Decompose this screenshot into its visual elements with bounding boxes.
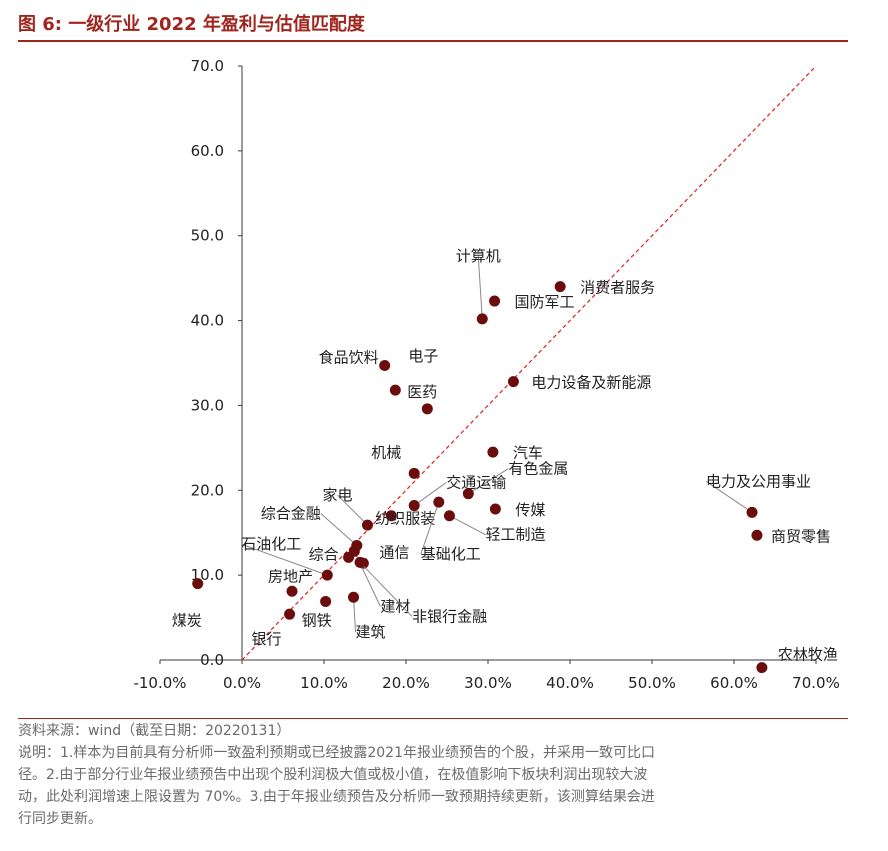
point-label: 轻工制造: [485, 526, 545, 544]
note-line-1: 说明：1.样本为目前具有分析师一致盈利预期或已经披露2021年报业绩预告的个股，…: [18, 745, 655, 761]
leader-line: [337, 494, 368, 526]
leader-line: [241, 543, 328, 576]
point-label: 汽车: [513, 444, 543, 462]
point-label: 交通运输: [446, 474, 506, 492]
y-tick-label: 0.0: [200, 651, 224, 669]
leader-line: [359, 562, 413, 617]
data-point: [389, 384, 401, 396]
point-label: 电子: [408, 347, 438, 365]
figure-title: 图 6: 一级行业 2022 年盈利与估值匹配度: [18, 14, 365, 35]
point-label: 医药: [407, 383, 437, 401]
point-label: 计算机: [456, 247, 501, 265]
y-tick-label: 60.0: [191, 142, 224, 160]
leader-line: [320, 513, 358, 546]
chart-svg: 0.010.020.030.040.050.060.070.0-10.0% 0.0…: [133, 57, 840, 692]
x-tick-label: 30.0%: [464, 674, 512, 692]
x-tick-label: 10.0%: [300, 674, 348, 692]
data-point: [284, 608, 296, 620]
data-point: [286, 585, 298, 597]
data-point: [433, 496, 445, 508]
data-point: [476, 313, 488, 325]
data-point: [462, 488, 474, 500]
data-point: [746, 506, 758, 518]
data-point: [348, 591, 360, 603]
leader-line: [420, 502, 440, 555]
point-label: 家电: [322, 486, 352, 504]
point-label: 石油化工: [241, 535, 301, 553]
data-point: [489, 503, 501, 515]
point-label: 农林牧渔: [778, 646, 838, 664]
point-label: 建材: [380, 597, 410, 615]
x-tick-label: 50.0%: [628, 674, 676, 692]
source-rule: [18, 718, 848, 719]
data-point: [354, 556, 366, 568]
point-label: 综合金融: [261, 504, 321, 522]
data-point: [348, 545, 360, 557]
point-label: 消费者服务: [580, 279, 655, 297]
point-label: 有色金属: [508, 460, 568, 478]
y-tick-label: 70.0: [191, 57, 224, 75]
point-label: 基础化工: [421, 545, 481, 563]
data-point: [379, 360, 391, 372]
scatter-chart: 0.0 10.0 20.0 30.0 40.0 50.0 60.0 70.0 -10.0% 0.0…: [18, 50, 848, 710]
point-label: 机械: [371, 443, 401, 461]
leader-line: [353, 597, 357, 633]
leader-line: [468, 468, 509, 495]
x-tick-label: 0.0%: [223, 674, 261, 692]
point-label: 食品饮料: [319, 349, 379, 367]
data-point: [756, 662, 768, 674]
point-label: 银行: [252, 630, 282, 648]
data-point: [192, 578, 204, 590]
y-tick-label: 40.0: [191, 312, 224, 330]
x-tick-label: -10.0%: [133, 674, 186, 692]
data-point: [554, 281, 566, 293]
point-label: 非银行金融: [412, 607, 487, 625]
data-point: [489, 295, 501, 307]
x-tick-label: 40.0%: [546, 674, 594, 692]
point-label: 电力设备及新能源: [531, 374, 651, 392]
leader-line: [705, 480, 753, 513]
point-label: 通信: [379, 543, 409, 561]
point-label: 纺织服装: [375, 510, 435, 528]
data-point: [320, 595, 332, 607]
leader-line: [449, 515, 486, 536]
point-label: 国防军工: [515, 293, 575, 311]
note-line-3: 动，此处利润增速上限设置为 70%。3.由于年报业绩预告及分析师一致预期持续更新…: [18, 789, 655, 805]
note-line-2: 径。2.由于部分行业年报业绩预告中出现个股利润极大值或极小值，在极值影响下板块利…: [18, 767, 648, 783]
note-line-4: 行同步更新。: [18, 811, 102, 827]
leader-line: [477, 255, 483, 319]
y-tick-label: 30.0: [191, 396, 224, 414]
y-tick-label: 50.0: [191, 227, 224, 245]
data-point: [385, 510, 397, 522]
data-point: [361, 519, 373, 531]
data-point: [408, 500, 420, 512]
point-label: 电力及公用事业: [706, 472, 811, 490]
data-point: [751, 529, 763, 541]
data-point: [408, 467, 420, 479]
data-point: [321, 569, 333, 581]
point-label: 钢铁: [302, 611, 332, 629]
x-tick-label: 60.0%: [710, 674, 758, 692]
data-point: [443, 510, 455, 522]
reference-line: [241, 65, 817, 661]
point-label: 综合: [309, 545, 339, 563]
data-point: [507, 376, 519, 388]
point-label: 建筑: [356, 623, 386, 641]
data-point: [487, 446, 499, 458]
x-tick-label: 70.0%: [792, 674, 840, 692]
point-label: 房地产: [268, 567, 313, 585]
title-rule: [18, 40, 848, 42]
notes-block: 资料来源：wind（截至日期：20220131） 说明：1.样本为目前具有分析师…: [18, 720, 848, 830]
point-label: 煤炭: [172, 612, 202, 630]
point-label: 传媒: [515, 501, 545, 519]
x-tick-label: 20.0%: [382, 674, 430, 692]
data-point: [421, 403, 433, 415]
source-text: 资料来源：wind（截至日期：20220131）: [18, 723, 291, 739]
point-label: 商贸零售: [771, 527, 831, 545]
leader-line: [413, 482, 447, 506]
y-tick-label: 20.0: [191, 481, 224, 499]
